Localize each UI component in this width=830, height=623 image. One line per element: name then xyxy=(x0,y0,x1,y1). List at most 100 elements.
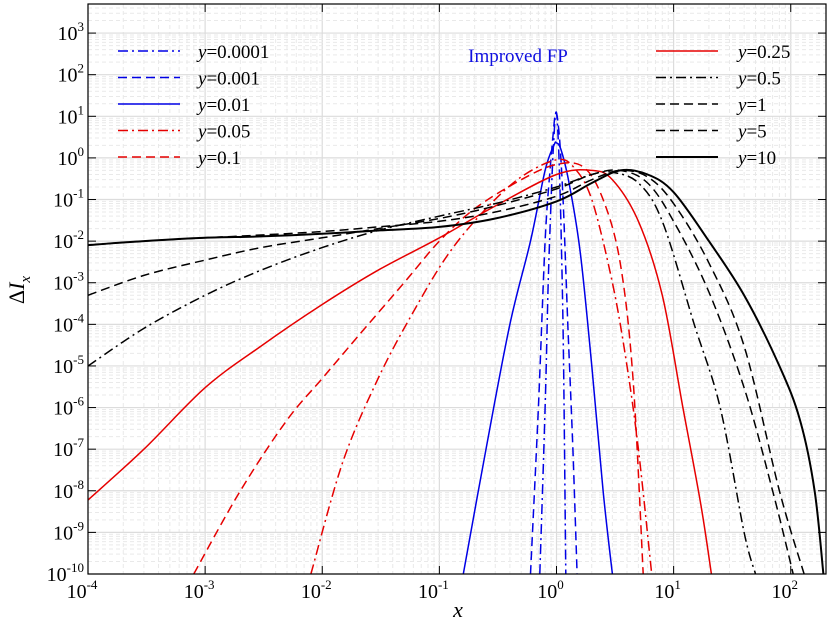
legend-label-var: y xyxy=(736,95,747,116)
legend: y=0.0001y=0.001y=0.01y=0.05y=0.1y=0.25y=… xyxy=(118,42,790,169)
y-tick-label: 10-10 xyxy=(47,560,84,586)
y-tick-label-exp: 1 xyxy=(78,102,85,117)
x-tick-label: 102 xyxy=(771,577,798,603)
y-tick-label: 10-2 xyxy=(53,227,84,253)
y-tick-label-base: 10 xyxy=(53,231,73,253)
y-tick-label-base: 10 xyxy=(58,106,78,128)
legend-label: y=0.0001 xyxy=(196,42,269,63)
x-tick-label-exp: 1 xyxy=(674,577,681,592)
y-tick-label-exp: -4 xyxy=(73,310,84,325)
legend-label-value: =0.001 xyxy=(206,69,259,90)
legend-entry: y=0.0001 xyxy=(118,42,269,63)
series-lines xyxy=(88,111,825,574)
legend-label: y=1 xyxy=(736,95,767,116)
y-tick-label-base: 10 xyxy=(53,314,73,336)
y-tick-label-base: 10 xyxy=(58,23,78,45)
legend-label-value: =5 xyxy=(746,122,766,143)
x-tick-label-base: 10 xyxy=(771,581,791,603)
y-tick-label: 103 xyxy=(58,19,85,45)
series-line-y-0-001 xyxy=(529,111,578,574)
y-axis-label: ΔIx xyxy=(4,276,34,304)
series-line-y-10 xyxy=(88,168,825,574)
legend-entry: y=0.5 xyxy=(656,69,781,90)
y-tick-label: 10-9 xyxy=(53,518,84,544)
legend-label-var: y xyxy=(196,95,207,116)
legend-entry: y=5 xyxy=(656,122,767,143)
x-tick-label-exp: -1 xyxy=(438,577,449,592)
y-tick-label: 102 xyxy=(58,61,85,87)
x-tick-label-exp: 0 xyxy=(557,577,564,592)
y-tick-label-exp: -3 xyxy=(73,269,84,284)
legend-label-value: =0.0001 xyxy=(206,42,269,63)
legend-label: y=0.01 xyxy=(196,95,250,116)
y-axis-label-var: I xyxy=(4,281,29,291)
y-tick-label: 10-8 xyxy=(53,477,84,503)
chart-annotation: Improved FP xyxy=(468,46,568,67)
y-tick-label: 10-3 xyxy=(53,269,84,295)
grid xyxy=(87,3,827,575)
series-line-y-0-0001 xyxy=(539,111,567,574)
series-line-y-0-25 xyxy=(88,169,713,574)
y-tick-label-base: 10 xyxy=(53,273,73,295)
y-tick-label: 101 xyxy=(58,102,85,128)
legend-entry: y=1 xyxy=(656,95,767,116)
y-tick-label: 10-4 xyxy=(53,310,84,336)
legend-label-value: =10 xyxy=(746,148,776,169)
y-tick-label-base: 10 xyxy=(53,481,73,503)
legend-label: y=0.5 xyxy=(736,69,781,90)
y-tick-label-exp: -1 xyxy=(73,186,84,201)
x-tick-label: 10-2 xyxy=(301,577,332,603)
x-tick-label-base: 10 xyxy=(418,581,438,603)
legend-label-var: y xyxy=(736,69,747,90)
series-line-y-0-01 xyxy=(462,141,614,574)
axis-ticks: 10-4 10-3 10-2 10-1 100 101 10210-1010-910-810… xyxy=(47,4,826,603)
legend-label-var: y xyxy=(196,69,207,90)
y-tick-label-exp: -10 xyxy=(67,560,84,575)
series-line-y-1 xyxy=(88,169,794,574)
y-tick-label-base: 10 xyxy=(53,439,73,461)
legend-label-var: y xyxy=(736,148,747,169)
legend-label-var: y xyxy=(736,122,747,143)
series-line-y-0-1 xyxy=(193,162,644,574)
y-axis-label-sub: x xyxy=(18,276,34,284)
y-tick-label-exp: -5 xyxy=(73,352,84,367)
legend-label-value: =1 xyxy=(746,95,766,116)
x-tick-label-base: 10 xyxy=(654,581,674,603)
y-axis-label-prefix: Δ xyxy=(4,290,29,304)
x-tick-label: 10-4 xyxy=(67,577,98,603)
svg-text:ΔIx: ΔIx xyxy=(4,276,34,304)
y-tick-label-base: 10 xyxy=(53,522,73,544)
y-tick-label-base: 10 xyxy=(53,356,73,378)
x-tick-label: 10-3 xyxy=(184,577,215,603)
y-tick-label-exp: -6 xyxy=(73,394,84,409)
series-line-y-0-05 xyxy=(310,158,653,574)
y-tick-label: 100 xyxy=(58,144,85,170)
legend-label: y=0.001 xyxy=(196,69,260,90)
y-tick-label-base: 10 xyxy=(53,190,73,212)
x-axis-label: x xyxy=(452,597,463,622)
legend-label-var: y xyxy=(196,42,207,63)
legend-label-var: y xyxy=(736,42,747,63)
legend-label: y=0.05 xyxy=(196,122,250,143)
legend-label-var: y xyxy=(196,148,207,169)
y-tick-label-exp: 0 xyxy=(78,144,85,159)
x-tick-label-exp: -4 xyxy=(87,577,98,592)
series-line-y-0-5 xyxy=(88,170,757,574)
y-tick-label-base: 10 xyxy=(58,65,78,87)
legend-label-value: =0.05 xyxy=(206,122,250,143)
x-tick-label-exp: -2 xyxy=(321,577,332,592)
legend-label: y=10 xyxy=(736,148,776,169)
y-tick-label-exp: -9 xyxy=(73,518,84,533)
y-tick-label-exp: -7 xyxy=(73,435,84,450)
x-tick-label: 10-1 xyxy=(418,577,449,603)
legend-label-value: =0.25 xyxy=(746,42,790,63)
legend-label: y=5 xyxy=(736,122,767,143)
x-tick-label-base: 10 xyxy=(301,581,321,603)
y-tick-label-exp: 2 xyxy=(78,61,85,76)
x-tick-label-base: 10 xyxy=(67,581,87,603)
legend-entry: y=0.1 xyxy=(118,148,241,169)
legend-entry: y=0.05 xyxy=(118,122,250,143)
x-tick-label-base: 10 xyxy=(184,581,204,603)
y-tick-label-exp: 3 xyxy=(78,19,85,34)
